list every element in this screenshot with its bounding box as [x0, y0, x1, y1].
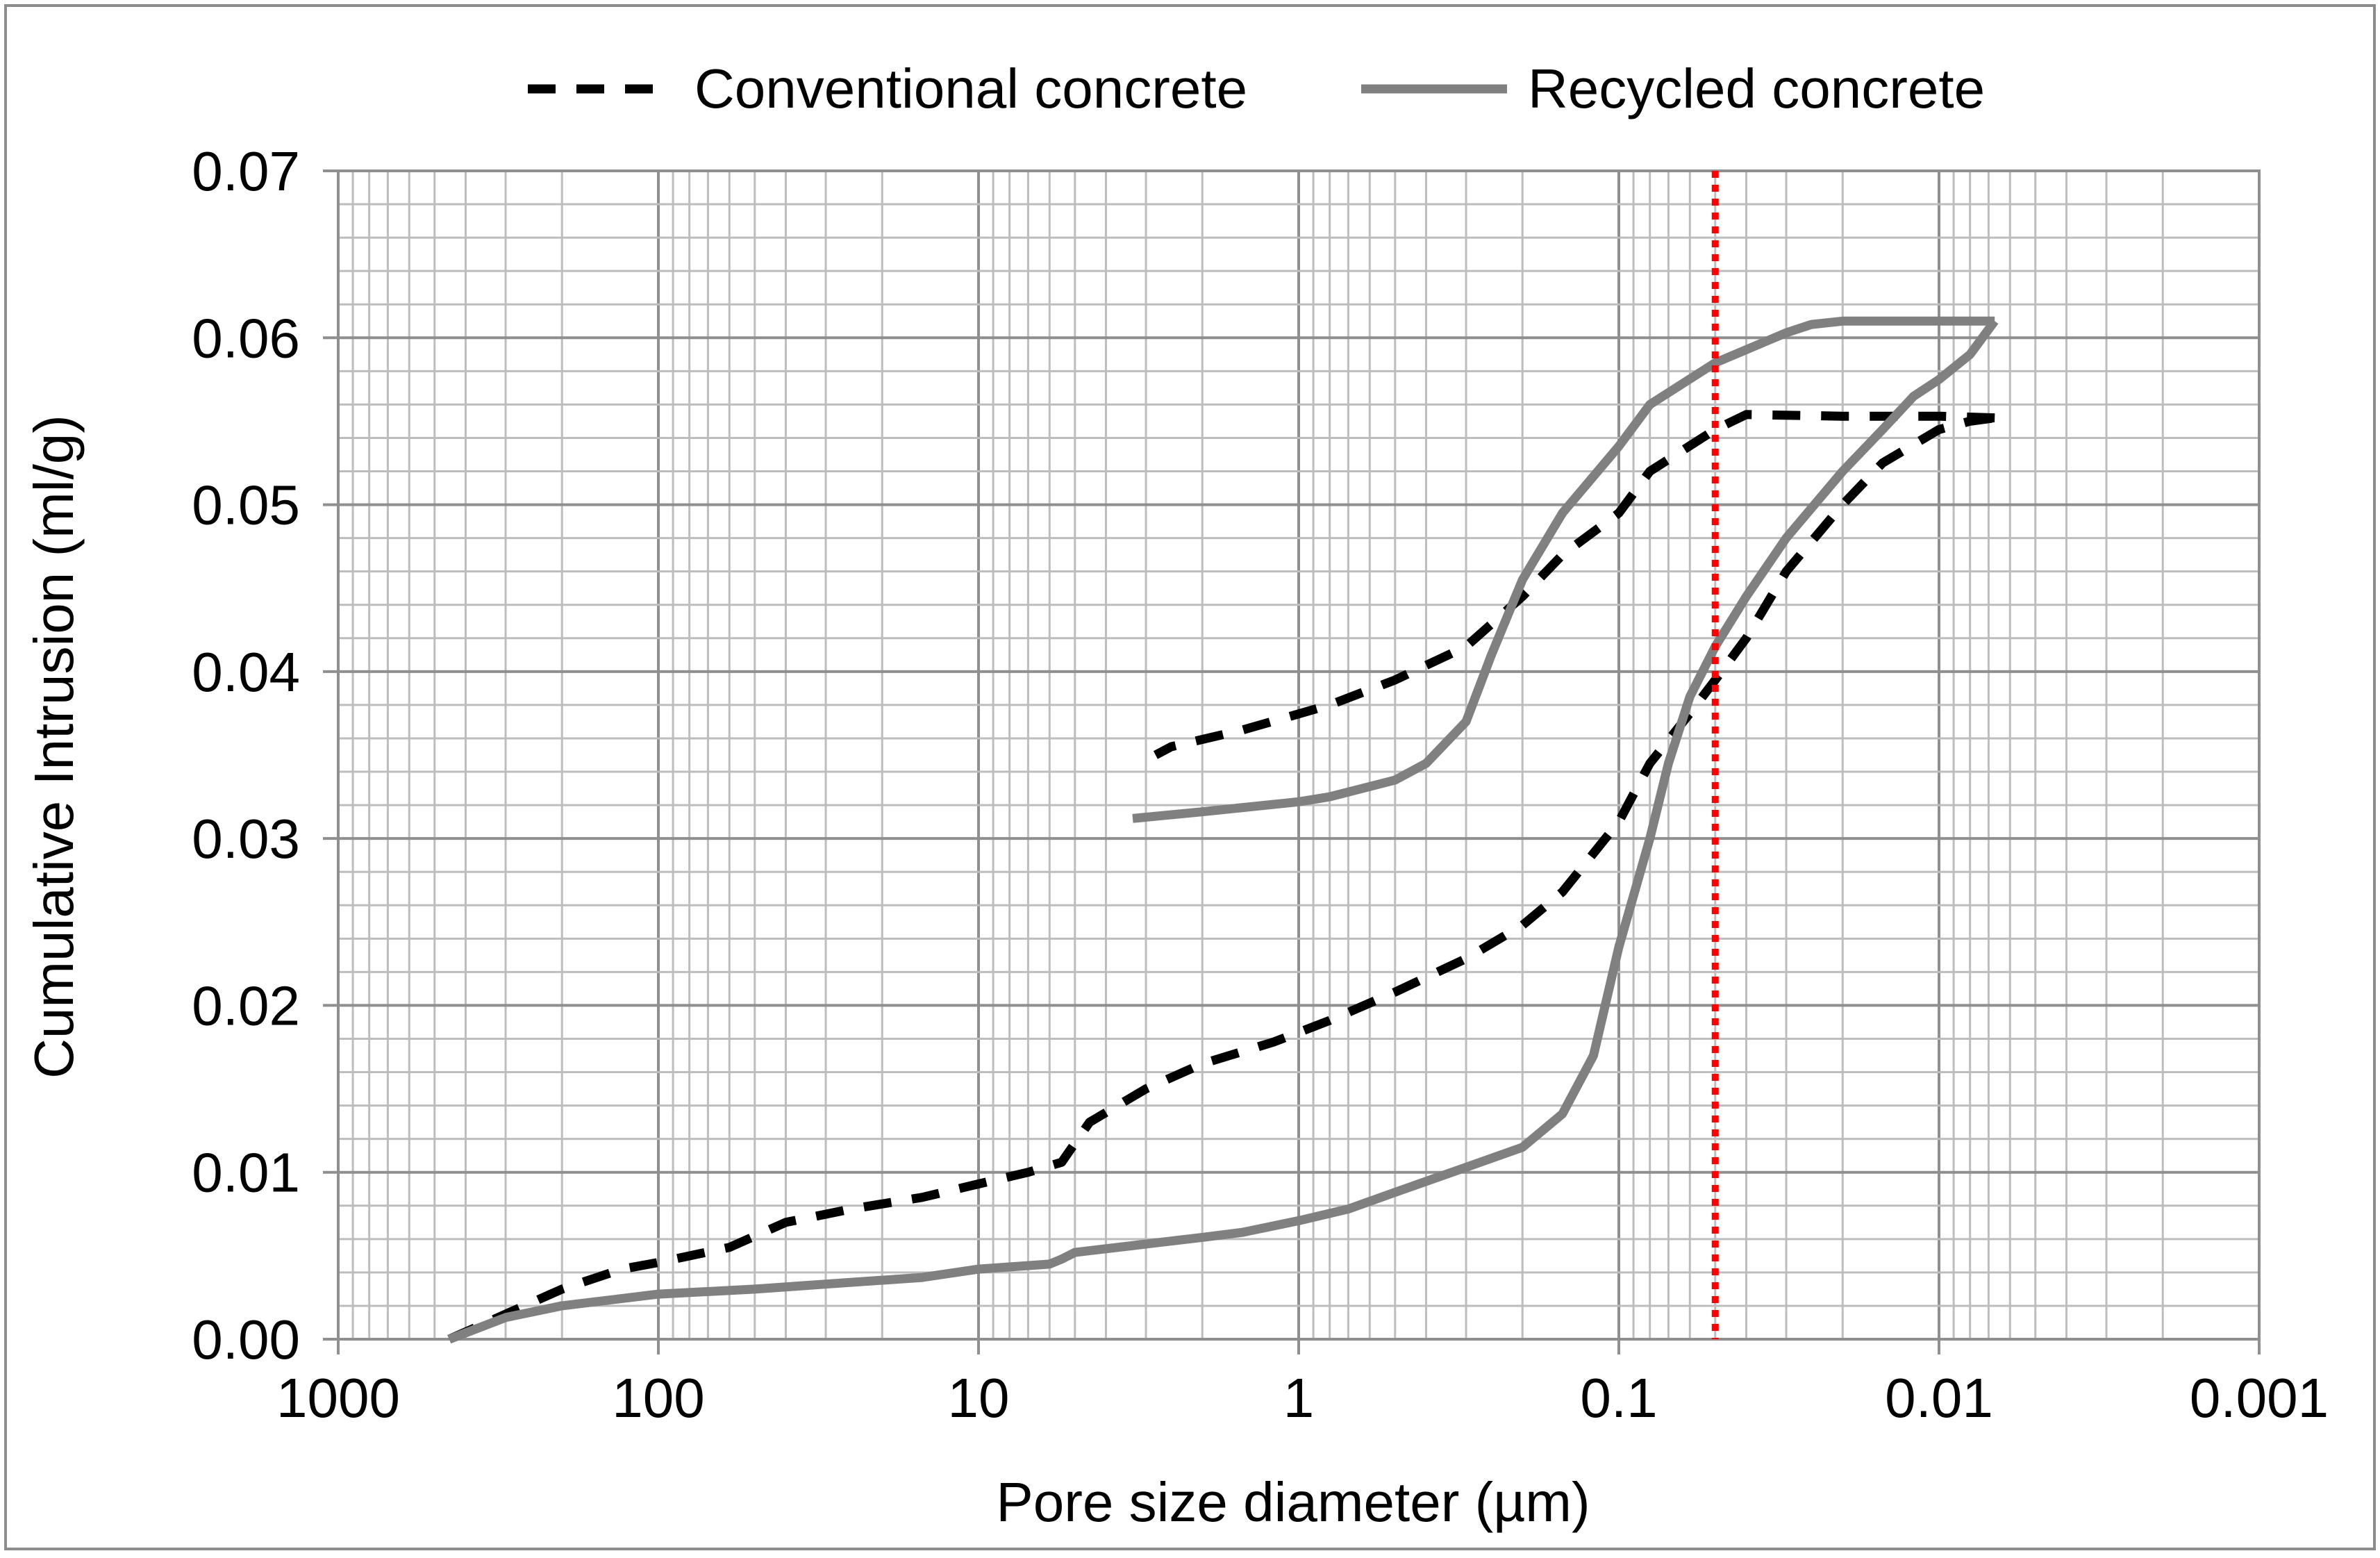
y-tick-label: 0.03 — [192, 808, 300, 870]
y-tick-label: 0.07 — [192, 140, 300, 202]
x-tick-label: 10 — [948, 1367, 1010, 1429]
gridlines — [338, 169, 2261, 1341]
x-tick-label: 0.01 — [1885, 1367, 1993, 1429]
x-tick-label: 0.1 — [1580, 1367, 1657, 1429]
y-tick-label: 0.04 — [192, 641, 300, 703]
y-axis-title: Cumulative Intrusion (ml/g) — [23, 415, 85, 1079]
x-tick-label: 1 — [1283, 1367, 1315, 1429]
x-tick-label: 1000 — [276, 1367, 400, 1429]
axes: 1000 100 10 1 0.1 0.01 0.001 0.00 0.01 0.02 0.03 0.… — [192, 140, 2329, 1429]
chart-border — [4, 4, 2376, 1550]
y-tick-label: 0.05 — [192, 474, 300, 536]
y-tick-label: 0.02 — [192, 975, 300, 1036]
series-recycled-intrusion-line — [447, 318, 1999, 1344]
series-lines — [447, 316, 1999, 1344]
legend-label-conventional: Conventional concrete — [694, 58, 1247, 119]
y-tick-label: 0.06 — [192, 307, 300, 369]
y-tick-label: 0.00 — [192, 1309, 300, 1370]
legend-label-recycled: Recycled concrete — [1528, 58, 1985, 119]
x-tick-label: 0.001 — [2190, 1367, 2329, 1429]
series-conventional-intrusion-line — [447, 413, 1996, 1343]
y-tick-label: 0.01 — [192, 1142, 300, 1204]
legend: Conventional concrete Recycled concrete — [528, 58, 1985, 119]
series-recycled-extrusion-line — [1132, 316, 1995, 823]
x-axis-title: Pore size diameter (µm) — [996, 1471, 1590, 1533]
x-tick-label: 100 — [612, 1367, 704, 1429]
